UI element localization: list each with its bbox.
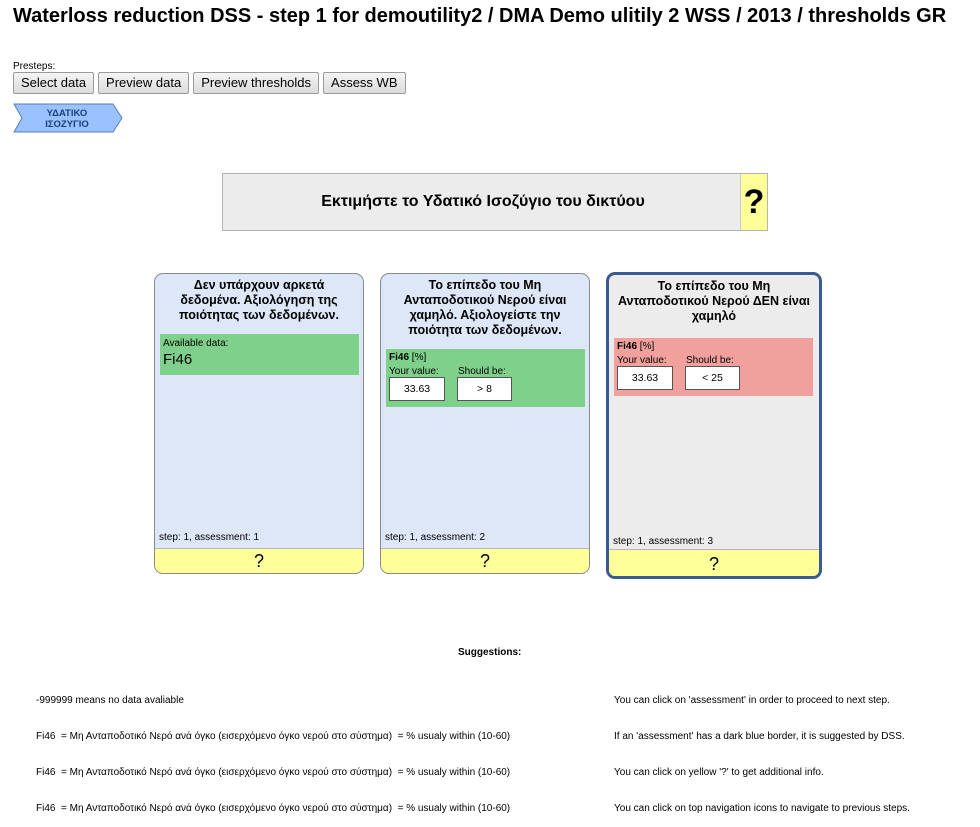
question-box: Εκτιμήστε το Υδατικό Ισοζύγιο του δικτύο…	[222, 173, 768, 231]
your-value-box: 33.63	[617, 366, 673, 390]
page-title: Waterloss reduction DSS - step 1 for dem…	[13, 5, 947, 27]
select-data-button[interactable]: Select data	[13, 72, 95, 94]
card-help-button[interactable]: ?	[381, 548, 589, 573]
suggestions-left: -999999 means no data avaliable Fi46 = Μ…	[36, 671, 510, 827]
indicator-unit: [%]	[639, 341, 655, 352]
breadcrumb-line2: ΙΣΟΖΥΓΙΟ	[45, 119, 89, 130]
card-title: Το επίπεδο του Μη Ανταποδοτικού Νερού ΔΕ…	[617, 279, 811, 323]
suggestions-title: Suggestions:	[458, 647, 522, 658]
card-title: Δεν υπάρχουν αρκετά δεδομένα. Αξιολόγηση…	[179, 278, 339, 322]
suggestion-line: Fi46 = Μη Ανταποδοτικό Νερό ανά όγκο (ει…	[36, 767, 511, 778]
indicator-header: Fi46 [%]	[614, 338, 813, 352]
available-data-value: Fi46	[163, 351, 193, 368]
card-title: Το επίπεδο του Μη Ανταποδοτικού Νερού εί…	[403, 278, 567, 337]
available-data-panel: Available data: Fi46	[160, 334, 359, 375]
assess-wb-button[interactable]: Assess WB	[323, 72, 406, 94]
indicator-header: Fi46 [%]	[386, 349, 585, 363]
preview-data-button[interactable]: Preview data	[98, 72, 190, 94]
suggestions-right: You can click on 'assessment' in order t…	[614, 671, 910, 827]
card-help-button[interactable]: ?	[155, 548, 363, 573]
breadcrumb-arrow-shape	[13, 103, 123, 133]
assessment-card-2[interactable]: Το επίπεδο του Μη Ανταποδοτικού Νερού εί…	[380, 273, 590, 574]
indicator-panel: Fi46 [%] Your value: Should be: 33.63 < …	[614, 338, 813, 396]
assessment-card-3[interactable]: Το επίπεδο του Μη Ανταποδοτικού Νερού ΔΕ…	[606, 272, 822, 579]
suggestion-line: Fi46 = Μη Ανταποδοτικό Νερό ανά όγκο (ει…	[36, 731, 511, 742]
should-be-label: Should be:	[686, 355, 734, 366]
suggestion-line: -999999 means no data avaliable	[36, 695, 184, 706]
your-value-label: Your value:	[617, 355, 667, 366]
breadcrumb-line1: ΥΔΑΤΙΚΟ	[46, 108, 88, 119]
available-data-label: Available data:	[163, 338, 229, 349]
breadcrumb-label: ΥΔΑΤΙΚΟ ΙΣΟΖΥΓΙΟ	[26, 108, 108, 130]
card-step-text: step: 1, assessment: 2	[385, 532, 486, 543]
suggestion-line: You can click on 'assessment' in order t…	[614, 695, 890, 706]
question-text: Εκτιμήστε το Υδατικό Ισοζύγιο του δικτύο…	[321, 193, 645, 210]
question-help-button[interactable]: ?	[740, 174, 767, 230]
breadcrumb-water-balance[interactable]: ΥΔΑΤΙΚΟ ΙΣΟΖΥΓΙΟ	[12, 103, 124, 133]
card-help-button[interactable]: ?	[609, 549, 819, 576]
suggestion-line: You can click on top navigation icons to…	[614, 803, 910, 814]
assessment-card-1[interactable]: Δεν υπάρχουν αρκετά δεδομένα. Αξιολόγηση…	[154, 273, 364, 574]
indicator-name: Fi46	[617, 341, 638, 352]
presteps-label: Presteps:	[13, 61, 56, 72]
indicator-name: Fi46	[389, 352, 410, 363]
suggestion-line: Fi46 = Μη Ανταποδοτικό Νερό ανά όγκο (ει…	[36, 803, 511, 814]
should-be-label: Should be:	[458, 366, 506, 377]
suggestion-line: If an 'assessment' has a dark blue borde…	[614, 731, 905, 742]
your-value-label: Your value:	[389, 366, 439, 377]
presteps-toolbar: Select data Preview data Preview thresho…	[13, 72, 406, 94]
should-be-box: > 8	[457, 377, 512, 401]
should-be-box: < 25	[685, 366, 740, 390]
indicator-panel: Fi46 [%] Your value: Should be: 33.63 > …	[386, 349, 585, 407]
indicator-unit: [%]	[411, 352, 427, 363]
card-step-text: step: 1, assessment: 3	[613, 536, 714, 547]
your-value-box: 33.63	[389, 377, 445, 401]
card-step-text: step: 1, assessment: 1	[159, 532, 260, 543]
suggestion-line: You can click on yellow '?' to get addit…	[614, 767, 824, 778]
preview-thresholds-button[interactable]: Preview thresholds	[193, 72, 320, 94]
